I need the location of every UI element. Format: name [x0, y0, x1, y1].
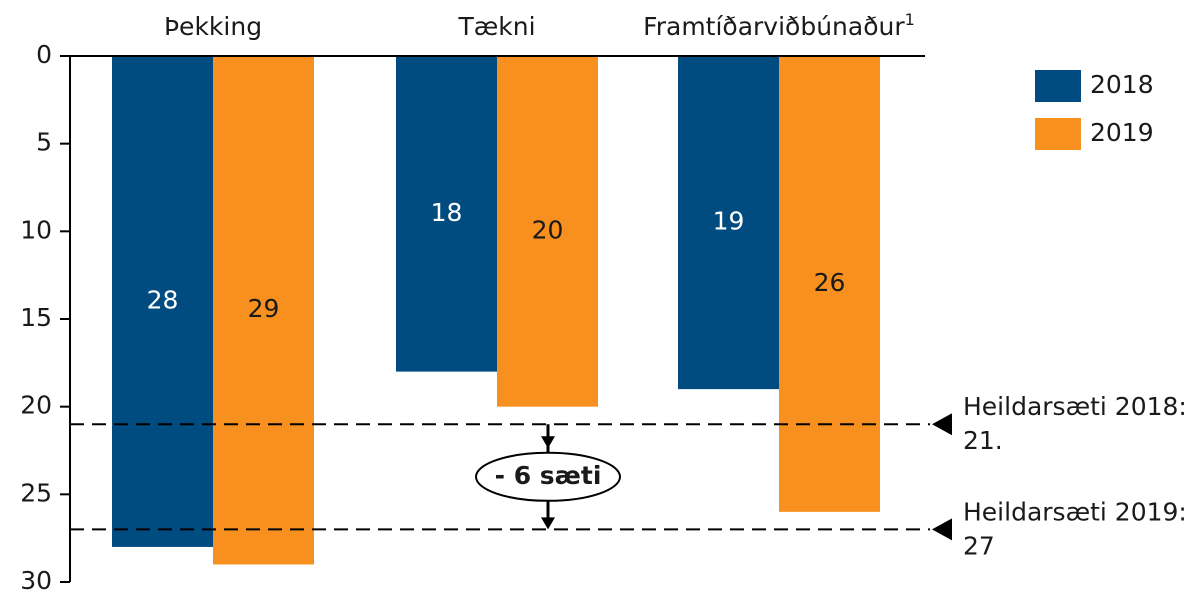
data-label: 28	[147, 285, 179, 314]
y-tick-label: 20	[20, 391, 52, 420]
category-footnote: 1	[905, 10, 915, 29]
bar	[213, 56, 314, 565]
data-label: 29	[248, 294, 280, 323]
data-label: 26	[814, 268, 846, 297]
category-label: Framtíðarviðbúnaður1	[643, 10, 915, 42]
y-tick-label: 25	[20, 478, 52, 507]
reference-label: 21.	[963, 426, 1003, 455]
legend-swatch	[1035, 118, 1081, 150]
y-tick-label: 30	[20, 566, 52, 592]
category-label: Þekking	[164, 12, 262, 41]
bar	[112, 56, 213, 547]
data-label: 19	[713, 207, 745, 236]
y-tick-label: 5	[36, 128, 52, 157]
legend-label: 2018	[1090, 70, 1154, 99]
y-tick-label: 15	[20, 303, 52, 332]
category-name: Framtíðarviðbúnaður	[643, 12, 905, 41]
reference-label: Heildarsæti 2018:	[963, 392, 1187, 421]
change-label: - 6 sæti	[495, 461, 602, 490]
change-arrowhead	[541, 436, 555, 449]
bar	[678, 56, 779, 390]
reference-arrow	[932, 518, 952, 541]
change-bubble	[475, 451, 621, 502]
y-tick-label: 10	[20, 215, 52, 244]
data-label: 18	[431, 198, 463, 227]
bar	[779, 56, 880, 512]
legend-label: 2019	[1090, 118, 1154, 147]
reference-label: 27	[963, 531, 995, 560]
reference-label: Heildarsæti 2019:	[963, 497, 1187, 526]
category-name: Tækni	[457, 12, 535, 41]
data-label: 20	[532, 215, 564, 244]
y-tick-label: 0	[36, 40, 52, 69]
category-name: Þekking	[164, 12, 262, 41]
change-arrowhead	[541, 517, 555, 530]
bar	[497, 56, 598, 407]
legend-swatch	[1035, 70, 1081, 102]
reference-arrow	[932, 413, 952, 436]
category-label: Tækni	[457, 12, 535, 41]
bar	[396, 56, 497, 372]
